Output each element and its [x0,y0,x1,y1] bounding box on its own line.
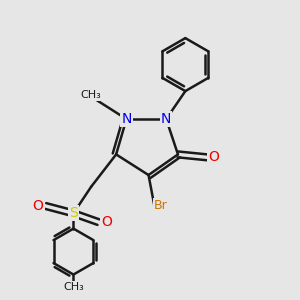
Text: O: O [33,199,44,213]
Text: CH₃: CH₃ [80,90,101,100]
Text: N: N [121,112,132,126]
Text: S: S [69,206,78,220]
Text: O: O [208,150,219,164]
Text: CH₃: CH₃ [63,282,84,292]
Text: O: O [101,215,112,229]
Text: Br: Br [154,200,168,212]
Text: N: N [161,112,171,126]
